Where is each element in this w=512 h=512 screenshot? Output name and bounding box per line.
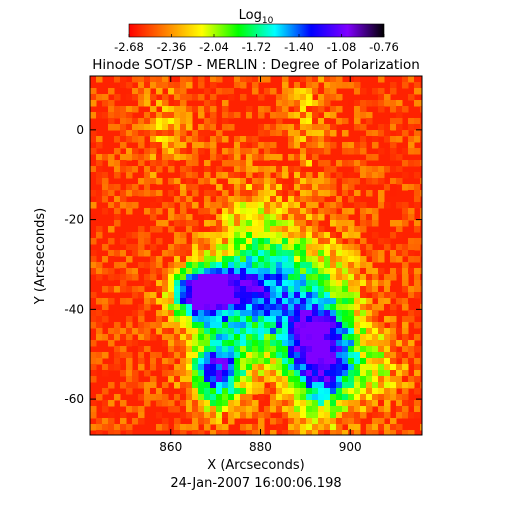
colorbar-tick-label: -2.68 — [114, 40, 144, 54]
timestamp: 24-Jan-2007 16:00:06.198 — [170, 476, 341, 491]
x-tick-label: 880 — [249, 440, 272, 454]
plot-frame — [89, 75, 423, 436]
colorbar-tick-label: -1.08 — [327, 40, 357, 54]
colorbar-tick-label: -2.04 — [199, 40, 229, 54]
colorbar-tick-label: -2.36 — [157, 40, 187, 54]
y-tick-label: -40 — [64, 302, 84, 316]
chart-title: Hinode SOT/SP - MERLIN : Degree of Polar… — [92, 57, 420, 73]
y-tick-label: -60 — [64, 392, 84, 406]
x-tick-label: 900 — [339, 440, 362, 454]
y-tick-label: -20 — [64, 213, 84, 227]
colorbar-tick-label: -1.72 — [242, 40, 272, 54]
colorbar-tick-label: -0.76 — [369, 40, 399, 54]
x-axis-label: X (Arcseconds) — [207, 458, 304, 473]
heatmap-image — [90, 76, 422, 435]
y-axis-label: Y (Arcseconds) — [33, 208, 48, 305]
x-tick-label: 860 — [159, 440, 182, 454]
colorbar-label: Log10 — [239, 8, 274, 26]
colorbar-tick-label: -1.40 — [284, 40, 314, 54]
y-tick-label: 0 — [76, 123, 84, 137]
